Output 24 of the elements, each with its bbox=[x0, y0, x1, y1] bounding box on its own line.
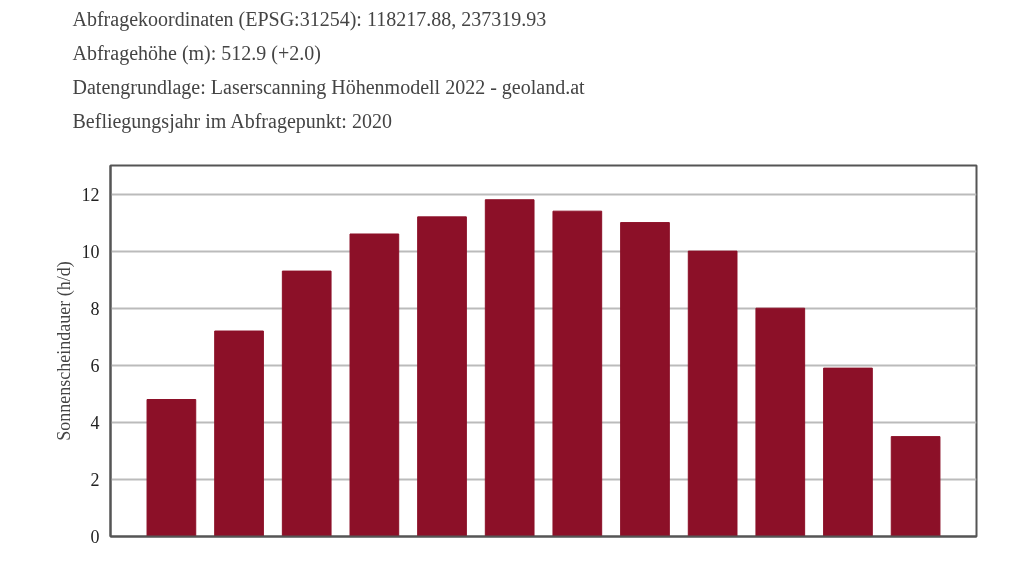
bar bbox=[146, 399, 197, 537]
y-tick-label: 4 bbox=[90, 412, 100, 433]
text: Datengrundlage: Laserscanning Höhenmodell 2022 - geoland.at bbox=[72, 75, 585, 99]
y-tick-label: 0 bbox=[90, 527, 100, 547]
y-tick-label: 6 bbox=[90, 355, 100, 376]
bar bbox=[484, 199, 535, 537]
y-tick-label: 8 bbox=[90, 298, 100, 319]
bar bbox=[687, 250, 738, 537]
bar bbox=[417, 216, 467, 537]
bar bbox=[281, 270, 332, 537]
bar bbox=[755, 307, 806, 537]
bar bbox=[214, 330, 264, 537]
y-tick-label: 10 bbox=[81, 241, 100, 262]
text: Abfragekoordinaten (EPSG:31254): 118217.88, 237319.93 bbox=[72, 7, 547, 31]
bar bbox=[349, 233, 400, 537]
y-tick-label: 2 bbox=[90, 469, 100, 490]
text: Abfragehöhe (m): 512.9 (+2.0) bbox=[72, 41, 321, 65]
bar bbox=[823, 367, 873, 537]
y-tick-label: 12 bbox=[81, 184, 100, 205]
bar bbox=[552, 210, 603, 537]
y-axis-title: Sonnenscheindauer (h/d) bbox=[53, 261, 75, 441]
text: Befliegungsjahr im Abfragepunkt: 2020 bbox=[72, 109, 392, 133]
bar bbox=[890, 436, 941, 537]
bar bbox=[620, 222, 670, 537]
